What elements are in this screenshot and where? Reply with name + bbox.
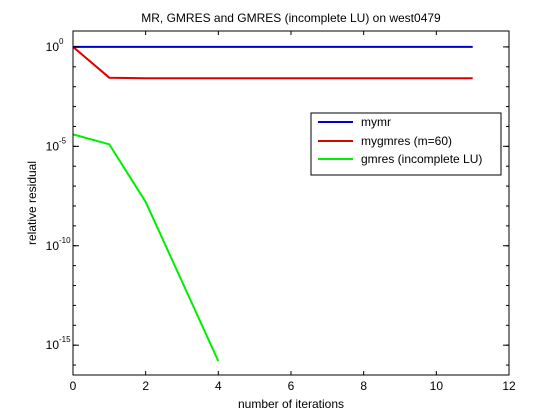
legend-label-mymr: mymr	[361, 115, 391, 129]
legend: mymr mygmres (m=60) gmres (incomplete LU…	[310, 112, 502, 176]
series-line-2	[72, 133, 220, 362]
chart-title: MR, GMRES and GMRES (incomplete LU) on w…	[141, 11, 441, 25]
y-tick-label: 10	[46, 338, 60, 352]
axes-box	[72, 30, 510, 376]
y-tick-exponent: -10	[59, 236, 71, 245]
x-tick-label: 10	[430, 379, 444, 393]
y-tick-exponent: -5	[59, 136, 67, 145]
legend-box	[310, 112, 502, 176]
series-line-1	[72, 46, 473, 80]
x-tick-label: 2	[142, 379, 149, 393]
y-tick-label: 10	[46, 239, 60, 253]
y-tick-exponent: -15	[59, 335, 71, 344]
y-axis-label: relative residual	[25, 161, 39, 245]
y-tick-label: 10	[46, 40, 60, 54]
legend-label-gmres-ilu: gmres (incomplete LU)	[361, 152, 482, 166]
x-tick-label: 0	[70, 379, 77, 393]
x-tick-label: 4	[215, 379, 222, 393]
x-tick-label: 12	[502, 379, 516, 393]
plot-content	[72, 45, 473, 362]
x-tick-label: 6	[288, 379, 295, 393]
y-tick-exponent: 0	[59, 37, 64, 46]
x-axis-ticks: 0 2 4 6 8 10 12	[70, 31, 516, 393]
legend-label-mygmres: mygmres (m=60)	[361, 134, 452, 148]
x-axis-label: number of iterations	[238, 397, 344, 411]
y-tick-label: 10	[46, 139, 60, 153]
x-tick-label: 8	[360, 379, 367, 393]
